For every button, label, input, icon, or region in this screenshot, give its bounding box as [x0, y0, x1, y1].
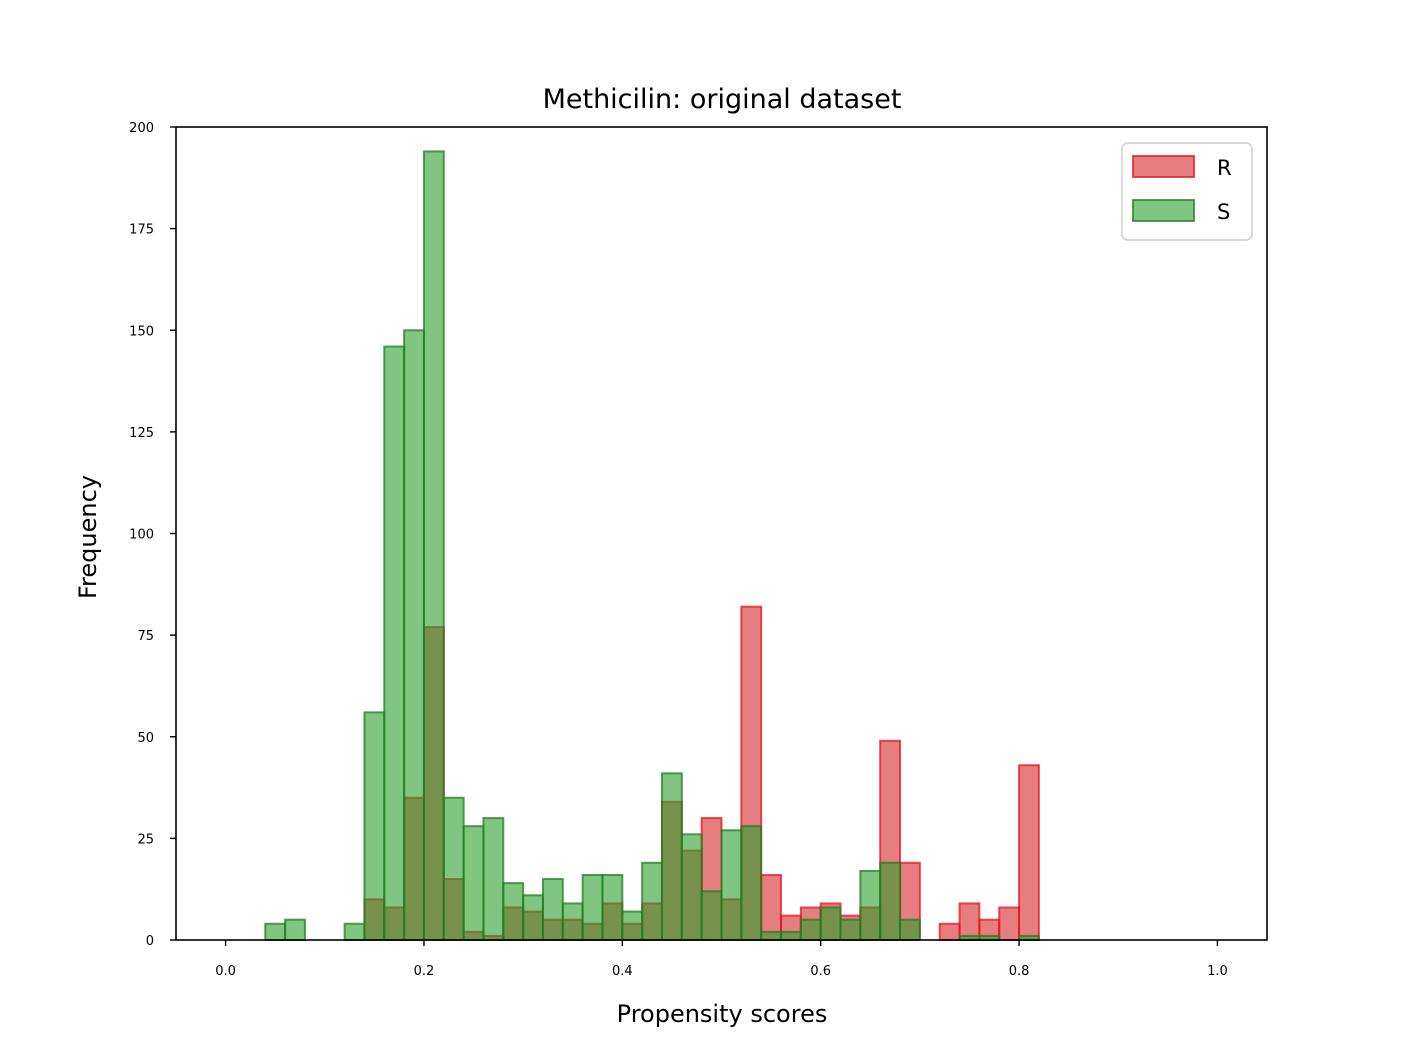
bar-S-23 [760, 930, 783, 941]
x-axis-ticks: 0.0 0.2 0.4 0.6 0.8 1.0 [215, 940, 1228, 979]
bar-R-31 [998, 906, 1021, 941]
bar-S-8 [462, 825, 485, 941]
bar-S-1 [284, 918, 306, 941]
bar-S-14 [581, 873, 604, 942]
bar-S-10 [502, 882, 525, 942]
bar-S-24 [780, 930, 802, 941]
legend-label-S: S [1217, 200, 1230, 224]
y-tick-label-8: 200 [129, 121, 154, 136]
bar-S-18 [660, 772, 683, 942]
bar-S-17 [641, 861, 663, 942]
bar-S-5 [403, 329, 425, 941]
bar-S-27 [839, 918, 862, 941]
y-tick-label-7: 175 [129, 223, 154, 238]
bar-S-21 [720, 829, 743, 941]
bar-S-30 [899, 918, 921, 941]
bar-S-0 [264, 922, 287, 941]
legend-swatch-S [1132, 199, 1195, 222]
bar-S-22 [740, 825, 763, 941]
y-axis-ticks: 0 25 50 75 100 125 150 175 200 [129, 121, 176, 949]
bar-R-20 [760, 873, 783, 942]
bar-S-11 [522, 894, 544, 941]
bars-group [264, 150, 1040, 942]
chart-title: Methicilin: original dataset [543, 84, 902, 115]
bar-S-26 [819, 906, 842, 941]
x-tick-label-4: 0.8 [1009, 964, 1030, 979]
bar-S-28 [859, 869, 882, 942]
x-tick-label-1: 0.2 [414, 964, 435, 979]
bar-S-29 [879, 861, 902, 942]
y-tick-label-3: 75 [137, 629, 154, 644]
bar-S-3 [363, 711, 386, 941]
legend-label-R: R [1217, 156, 1232, 180]
y-tick-label-5: 125 [129, 426, 154, 441]
legend-swatch-R [1132, 155, 1195, 178]
y-axis-label: Frequency [74, 475, 102, 599]
bar-S-20 [700, 890, 723, 941]
bar-S-12 [541, 878, 564, 942]
y-tick-label-2: 50 [137, 731, 154, 746]
y-tick-label-1: 25 [137, 832, 154, 847]
x-axis-label: Propensity scores [617, 1000, 828, 1028]
legend: RS [1121, 142, 1253, 241]
y-tick-label-0: 0 [146, 934, 154, 949]
bar-R-28 [938, 922, 961, 941]
bar-R-29 [958, 902, 981, 941]
x-tick-label-2: 0.4 [612, 964, 633, 979]
bar-S-25 [799, 918, 822, 941]
bar-S-4 [383, 345, 406, 941]
bar-S-15 [601, 873, 624, 942]
bar-R-32 [1018, 764, 1040, 942]
x-tick-label-0: 0.0 [215, 964, 236, 979]
bar-S-16 [621, 910, 644, 941]
x-tick-label-3: 0.6 [810, 964, 831, 979]
y-tick-label-4: 100 [129, 528, 154, 543]
bar-S-9 [482, 817, 505, 941]
bar-S-13 [561, 902, 584, 941]
bar-S-19 [680, 833, 703, 941]
x-tick-label-5: 1.0 [1207, 964, 1228, 979]
bar-S-7 [442, 796, 465, 941]
bar-S-2 [343, 922, 366, 941]
y-tick-label-6: 150 [129, 324, 154, 339]
bar-S-6 [422, 150, 445, 941]
